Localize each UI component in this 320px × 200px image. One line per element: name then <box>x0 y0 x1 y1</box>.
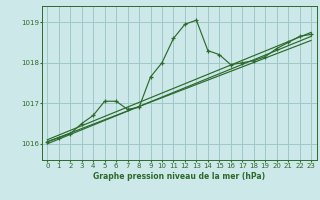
X-axis label: Graphe pression niveau de la mer (hPa): Graphe pression niveau de la mer (hPa) <box>93 172 265 181</box>
